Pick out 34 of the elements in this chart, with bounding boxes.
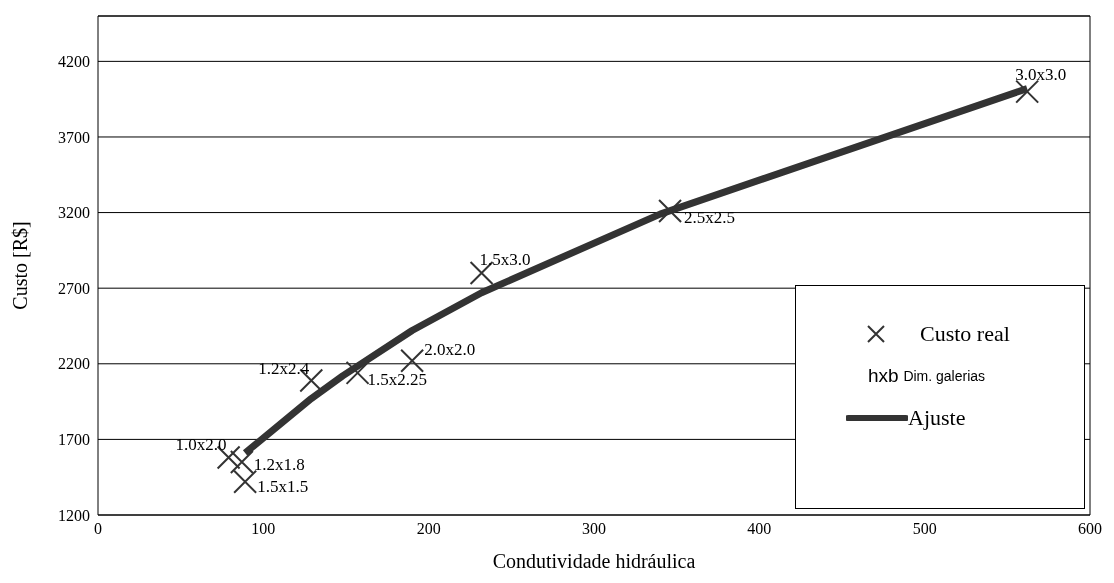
legend-label: Ajuste	[908, 405, 966, 431]
y-tick-label: 2700	[58, 279, 90, 297]
point	[658, 199, 683, 224]
y-tick-label: 4200	[58, 53, 90, 71]
point	[229, 450, 254, 475]
data-label: 2.5x2.5	[684, 208, 736, 228]
point	[1015, 79, 1040, 104]
point	[345, 360, 370, 385]
annotation: hxb Dim. galerias	[868, 365, 986, 387]
x-tick-label: 100	[251, 520, 276, 538]
x-tick-label: 600	[1078, 520, 1102, 538]
x-tick-label: 0	[94, 520, 102, 538]
y-axis-title: Custo [R$]	[9, 221, 32, 310]
y-tick-label: 2200	[58, 355, 90, 373]
x-tick-label: 500	[912, 520, 937, 538]
data-label: 3.0x3.0	[1015, 64, 1067, 84]
y-tick-label: 3700	[58, 128, 90, 146]
x-tick-label: 200	[416, 520, 441, 538]
point	[400, 348, 425, 373]
x-tick-label: 400	[747, 520, 772, 538]
y-tick-label: 3200	[58, 204, 90, 222]
data-label: 1.0x2.0	[175, 434, 227, 454]
data-label: 1.5x1.5	[257, 476, 309, 496]
x-tick-label: 300	[582, 520, 606, 538]
data-label: 1.5x2.25	[367, 369, 428, 389]
data-label: 1.5x3.0	[479, 250, 531, 270]
data-label: 2.0x2.0	[424, 339, 476, 359]
data-label: 1.2x1.8	[253, 455, 305, 475]
y-tick-label: 1200	[58, 506, 90, 524]
point	[233, 469, 258, 494]
data-label: 1.2x2.4	[258, 359, 310, 379]
y-tick-label: 1700	[58, 431, 90, 449]
x-axis-title: Condutividade hidráulica	[492, 550, 696, 572]
legend-label: Custo real	[920, 321, 1010, 347]
